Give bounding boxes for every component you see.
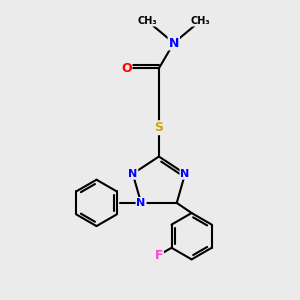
Text: N: N — [180, 169, 190, 179]
Text: S: S — [154, 121, 164, 134]
Text: F: F — [154, 249, 163, 262]
Text: CH₃: CH₃ — [191, 16, 210, 26]
Text: N: N — [128, 169, 137, 179]
Text: N: N — [136, 198, 146, 208]
Text: CH₃: CH₃ — [137, 16, 157, 26]
Text: O: O — [121, 62, 131, 75]
Text: N: N — [169, 37, 179, 50]
